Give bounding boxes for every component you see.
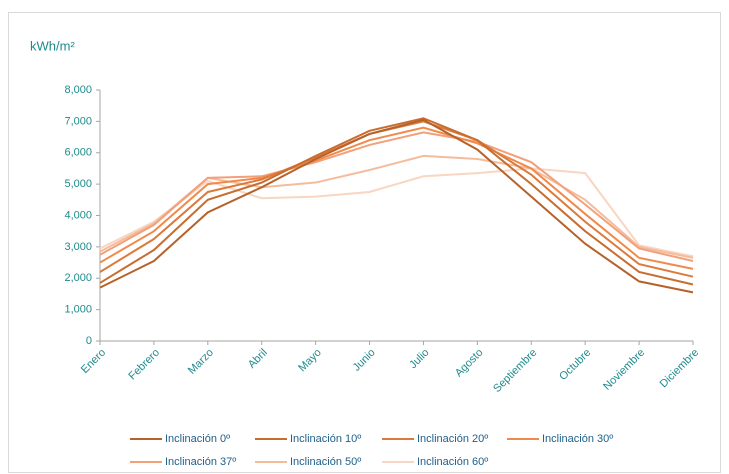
y-tick-label: 8,000: [64, 84, 92, 96]
legend-label: Inclinación 37º: [165, 456, 236, 468]
y-tick-label: 7,000: [64, 115, 92, 127]
series-line: [99, 167, 694, 258]
y-tick-label: 6,000: [64, 147, 92, 159]
y-tick-label: 3,000: [64, 241, 92, 253]
y-tick-label: 5,000: [64, 178, 92, 190]
legend-label: Inclinación 60º: [417, 456, 488, 468]
y-tick-label: 0: [86, 335, 92, 347]
y-axis-title: kWh/m²: [30, 38, 75, 53]
y-tick-label: 2,000: [64, 272, 92, 284]
legend-label: Inclinación 20º: [417, 433, 488, 445]
legend-label: Inclinación 10º: [290, 433, 361, 445]
legend-label: Inclinación 0º: [165, 433, 230, 445]
series-line: [99, 131, 694, 262]
legend-label: Inclinación 30º: [542, 433, 613, 445]
y-tick-label: 1,000: [64, 304, 92, 316]
series-line: [99, 126, 694, 270]
chart-frame: [8, 12, 721, 473]
y-tick-label: 4,000: [64, 209, 92, 221]
legend-label: Inclinación 50º: [290, 456, 361, 468]
series-line: [99, 117, 694, 286]
series-line: [99, 118, 694, 294]
